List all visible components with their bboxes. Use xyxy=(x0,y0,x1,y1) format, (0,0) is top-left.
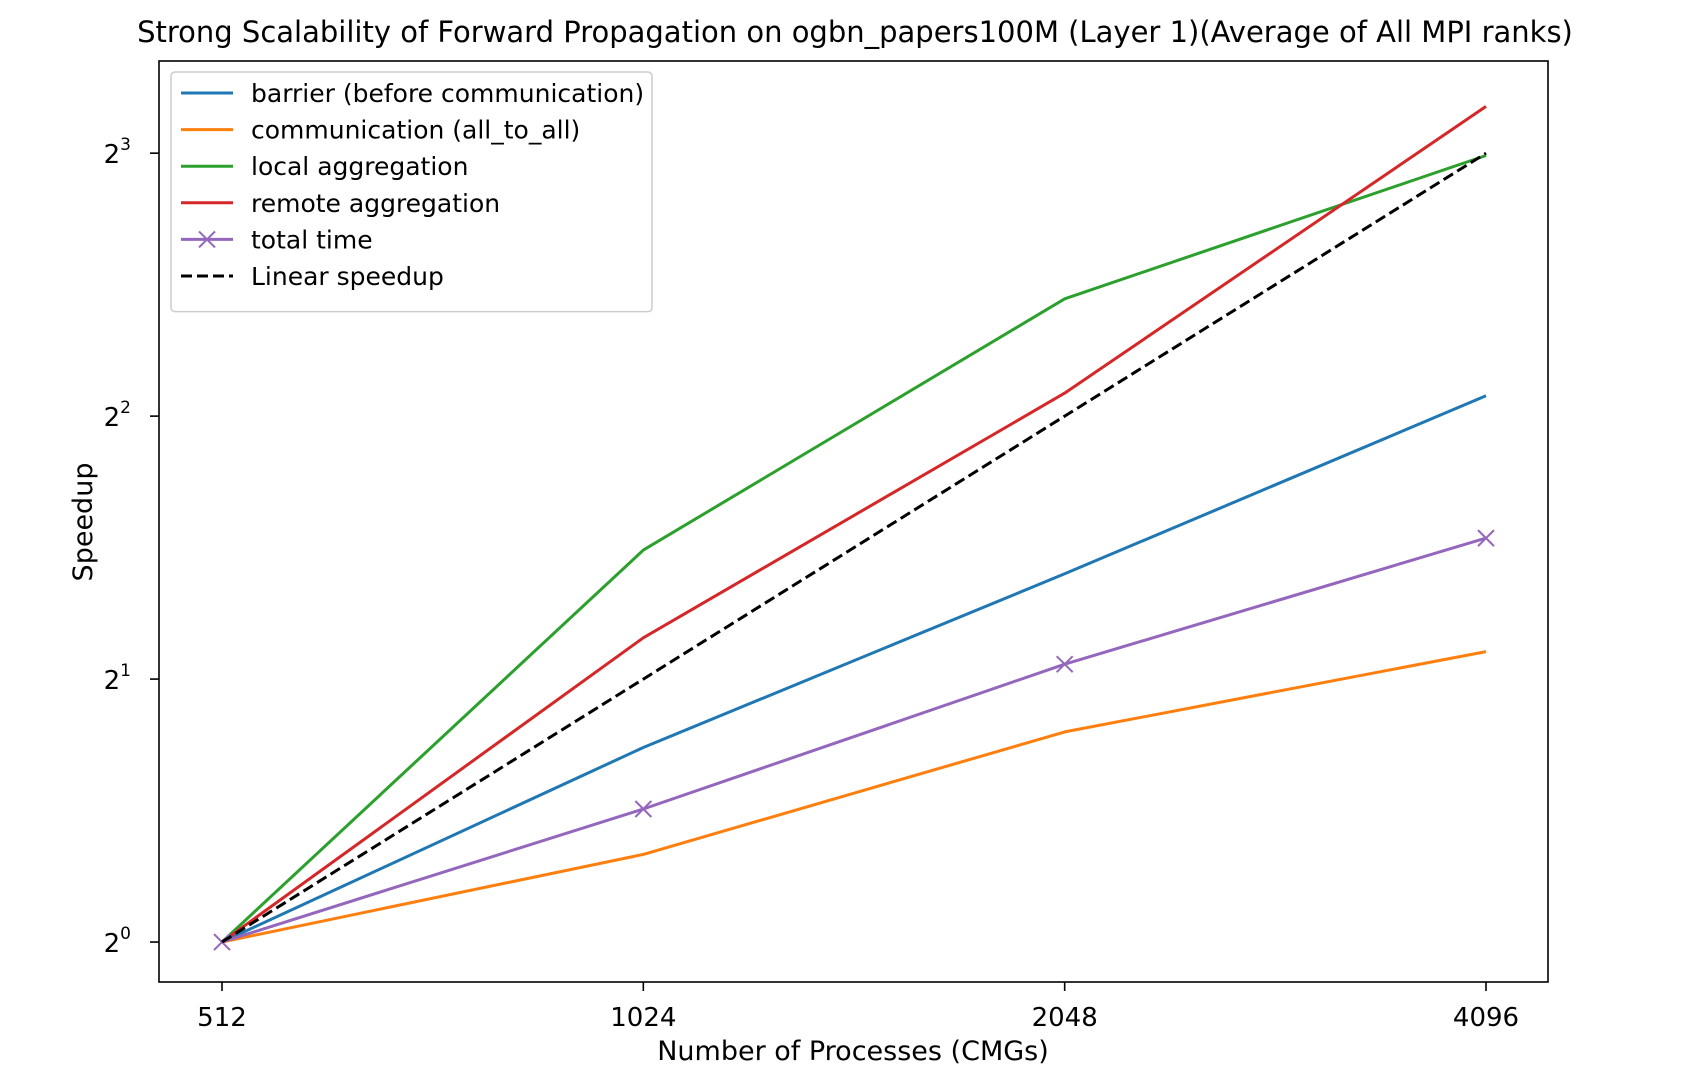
data-point xyxy=(213,933,231,951)
series-layer xyxy=(213,105,1495,951)
series-line-5 xyxy=(221,151,1487,944)
x-axis: 512 1024 2048 4096 xyxy=(197,982,1519,1033)
legend-label: Linear speedup xyxy=(251,262,444,291)
y-tick-label: 20 xyxy=(104,924,131,959)
legend-label: total time xyxy=(251,225,373,254)
y-tick-label: 21 xyxy=(104,661,131,696)
data-point xyxy=(1477,529,1495,547)
y-tick-label: 23 xyxy=(104,135,131,170)
x-tick-label: 4096 xyxy=(1453,1003,1519,1033)
series-line-1 xyxy=(221,650,1487,944)
series-line-2 xyxy=(220,154,1487,944)
legend-label: communication (all_to_all) xyxy=(251,116,580,145)
y-axis-label: Speedup xyxy=(68,463,99,582)
x-tick-label: 2048 xyxy=(1032,1003,1098,1033)
data-point xyxy=(634,800,653,818)
x-tick-label: 512 xyxy=(197,1003,247,1033)
y-tick-label: 22 xyxy=(104,398,131,433)
legend-label: remote aggregation xyxy=(251,189,500,218)
series-line-3 xyxy=(221,105,1487,944)
legend-entry: remote aggregation xyxy=(181,189,500,218)
legend-entry: total time xyxy=(181,225,373,254)
x-tick-label: 1024 xyxy=(610,1003,676,1033)
series-line-0 xyxy=(221,394,1487,944)
legend-label: local aggregation xyxy=(251,152,468,181)
y-axis: 20 21 22 23 xyxy=(104,135,159,959)
legend-entry: local aggregation xyxy=(181,152,468,181)
legend-entry: Linear speedup xyxy=(181,262,444,291)
plot-area xyxy=(158,60,1549,983)
series-line-4 xyxy=(221,536,1487,944)
legend-entry: communication (all_to_all) xyxy=(181,116,580,145)
data-point xyxy=(1055,655,1074,673)
x-axis-label: Number of Processes (CMGs) xyxy=(657,1036,1049,1067)
legend-entry: barrier (before communication) xyxy=(181,79,644,108)
legend-label: barrier (before communication) xyxy=(251,79,644,108)
legend: barrier (before communication) communicat… xyxy=(170,71,653,313)
chart-title: Strong Scalability of Forward Propagatio… xyxy=(137,15,1573,49)
legend-box xyxy=(170,71,653,313)
